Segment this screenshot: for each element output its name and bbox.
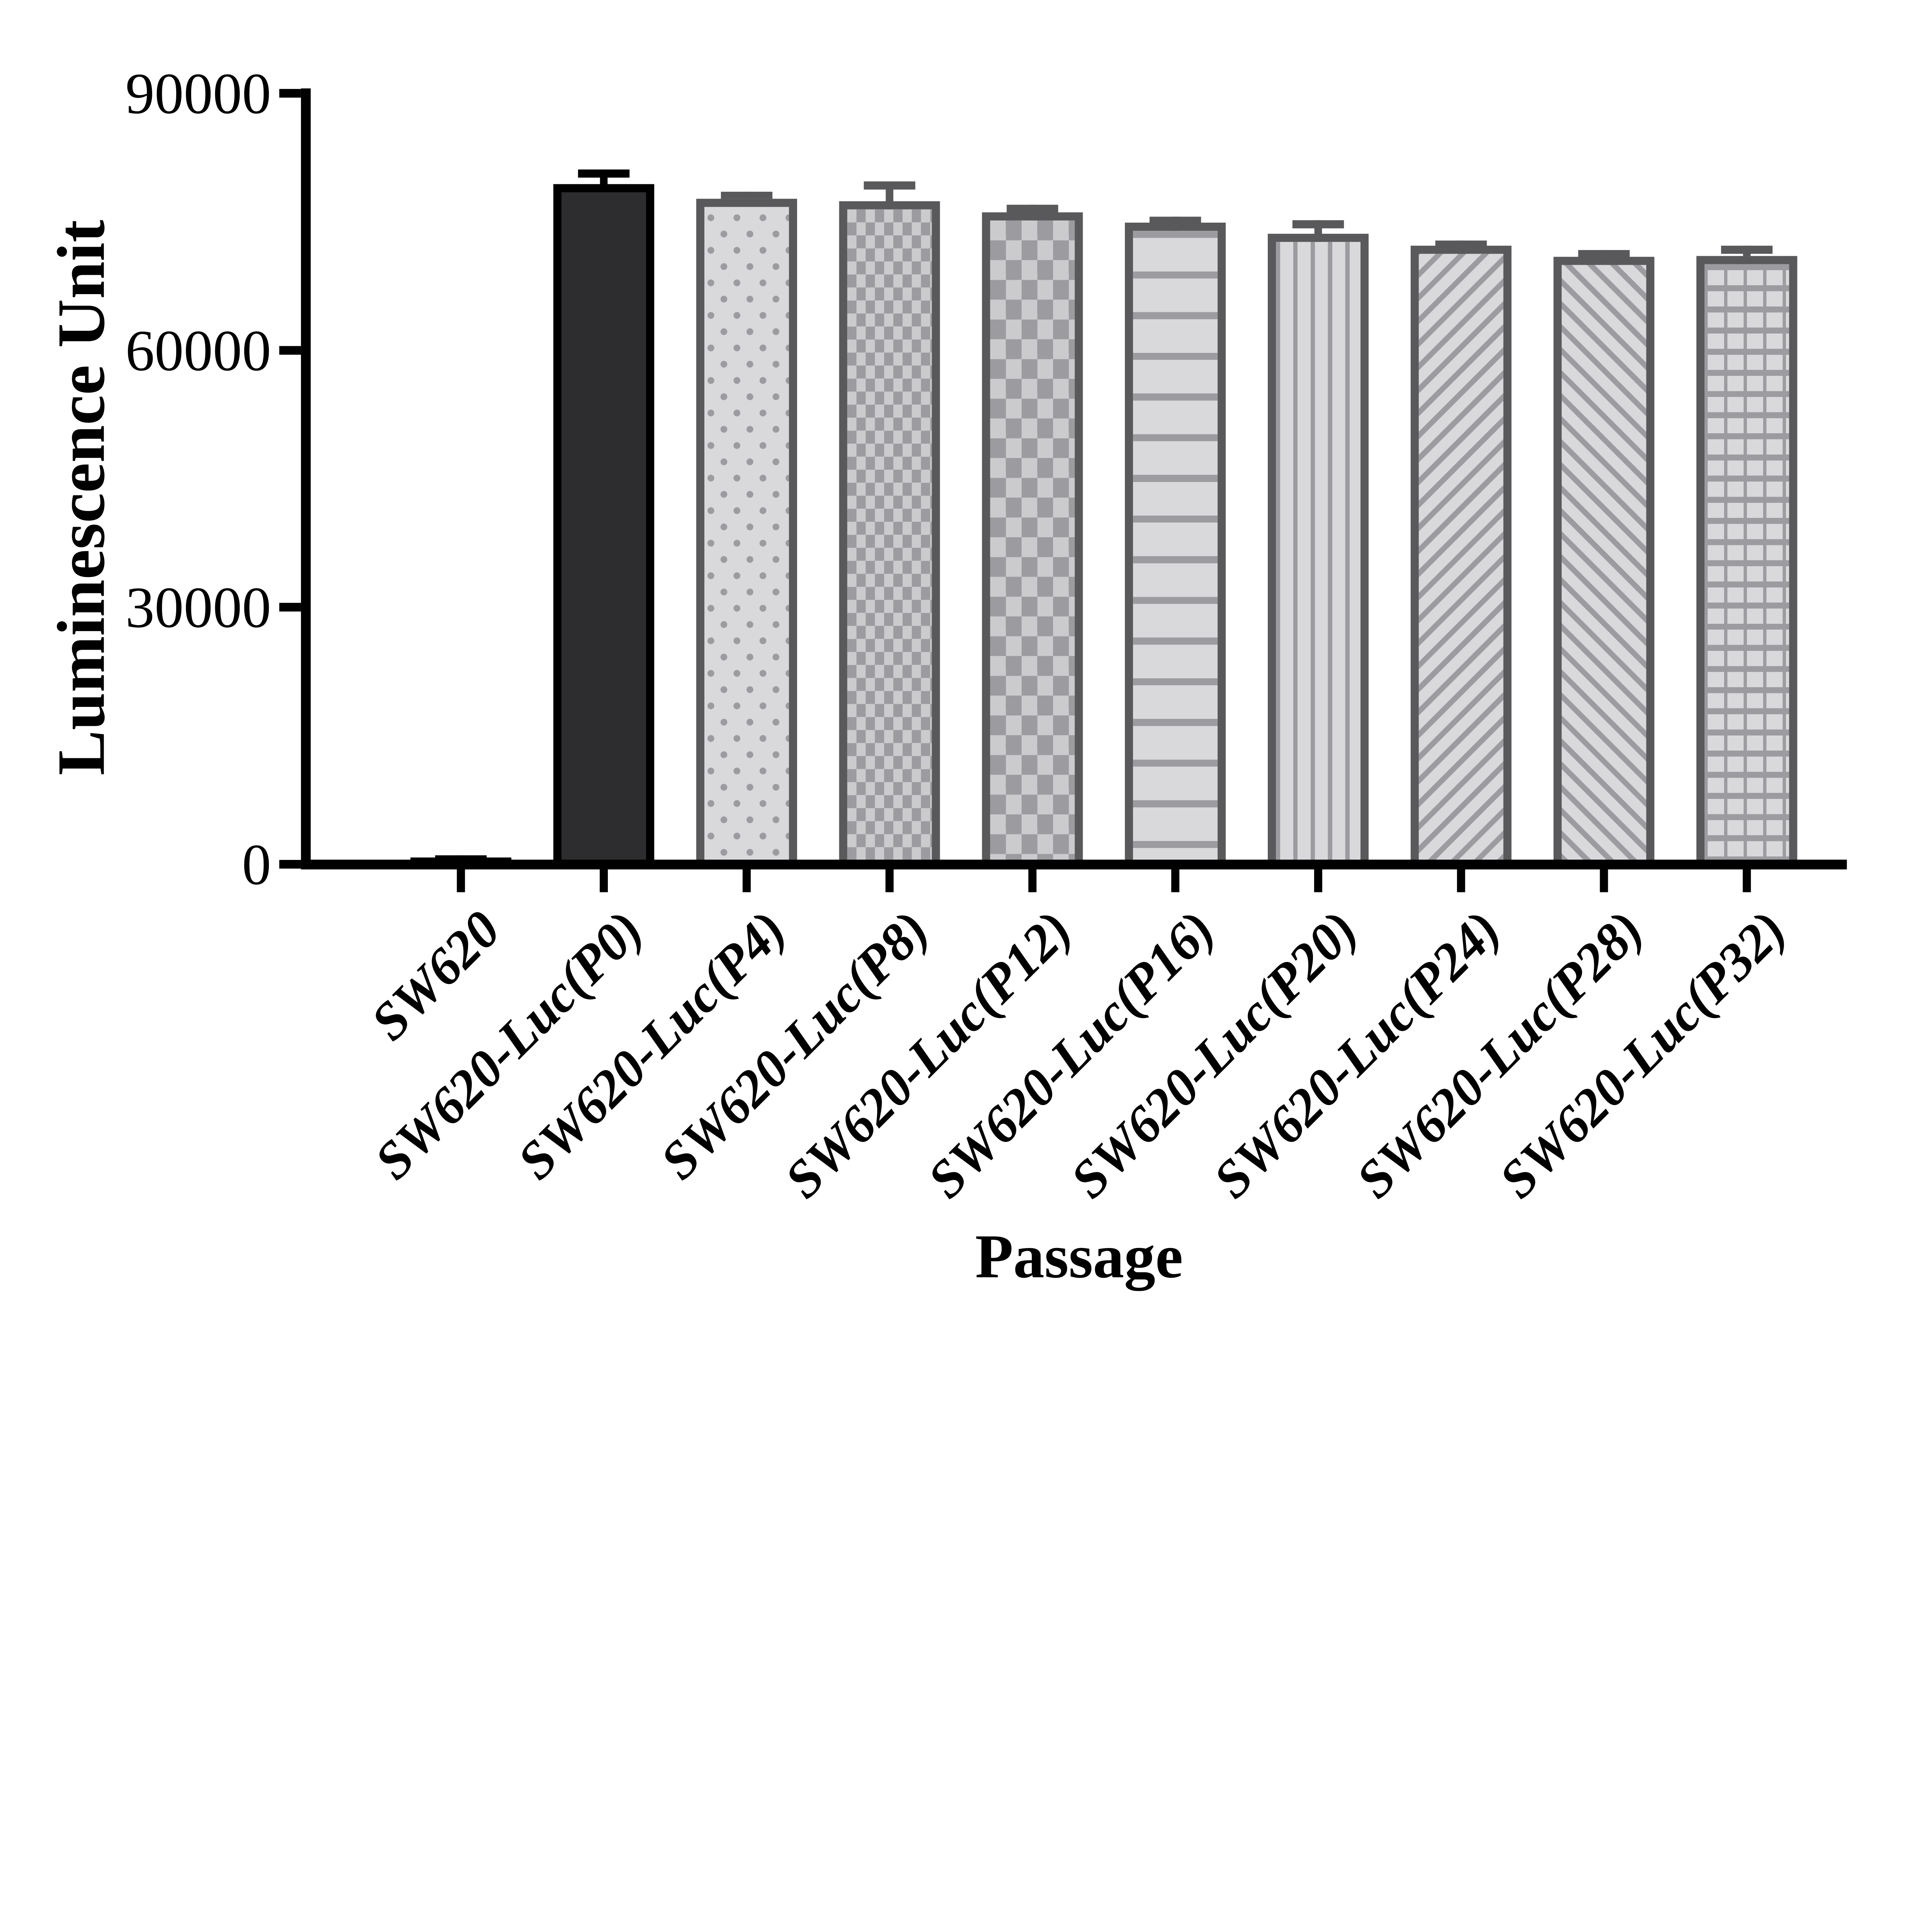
y-tick-60000 (279, 346, 301, 355)
x-axis-line (301, 860, 1847, 870)
x-tick-SW620-Luc(P24) (1457, 869, 1465, 892)
bar-SW620-Luc(P32) (1696, 256, 1798, 869)
error-bar-cap-SW620-Luc(P20) (1292, 220, 1344, 228)
y-tick-30000 (279, 603, 301, 612)
error-bar-cap-SW620-Luc(P32) (1721, 245, 1773, 254)
y-tick-label-30000: 30000 (125, 575, 271, 640)
error-bar-cap-SW620-Luc(P8) (864, 181, 915, 190)
x-tick-SW620 (457, 869, 465, 892)
x-tick-SW620-Luc(P4) (742, 869, 751, 892)
x-label-anchor-SW620-Luc(P32): SW620-Luc(P32) (1051, 900, 1797, 1209)
bar-SW620-Luc(P0) (553, 184, 655, 869)
bar-SW620-Luc(P16) (1125, 223, 1226, 869)
bar-SW620-Luc(P8) (839, 201, 940, 869)
x-tick-SW620-Luc(P20) (1314, 869, 1322, 892)
x-tick-SW620-Luc(P32) (1743, 869, 1751, 892)
bar-SW620-Luc(P12) (982, 212, 1083, 869)
y-tick-0 (279, 860, 301, 869)
bar-SW620-Luc(P20) (1267, 233, 1369, 869)
error-bar-cap-SW620-Luc(P4) (721, 192, 773, 200)
bar-SW620-Luc(P28) (1553, 257, 1655, 869)
y-tick-label-0: 0 (242, 832, 271, 897)
x-tick-SW620-Luc(P12) (1028, 869, 1037, 892)
bar-chart: Luminescence Unit 0 30000 60000 90000 SW620… (43, 61, 1847, 1291)
y-axis-title: Luminescence Unit (43, 220, 119, 776)
y-tick-90000 (279, 89, 301, 98)
bar-SW620-Luc(P24) (1410, 245, 1512, 869)
error-bar-cap-SW620-Luc(P28) (1578, 250, 1630, 259)
y-axis-line (301, 88, 311, 870)
x-tick-SW620-Luc(P28) (1600, 869, 1608, 892)
y-tick-label-60000: 60000 (125, 318, 271, 383)
x-tick-SW620-Luc(P0) (600, 869, 608, 892)
x-tick-SW620-Luc(P8) (885, 869, 894, 892)
x-axis-title: Passage (975, 1221, 1183, 1291)
y-tick-label-90000: 90000 (125, 61, 271, 126)
error-bar-cap-SW620-Luc(P12) (1007, 204, 1058, 213)
x-tick-SW620-Luc(P16) (1171, 869, 1180, 892)
error-bar-cap-SW620-Luc(P0) (578, 169, 630, 178)
chart-viewport: Luminescence Unit 0 30000 60000 90000 SW620… (0, 0, 1932, 1345)
bar-SW620-Luc(P4) (696, 198, 797, 869)
